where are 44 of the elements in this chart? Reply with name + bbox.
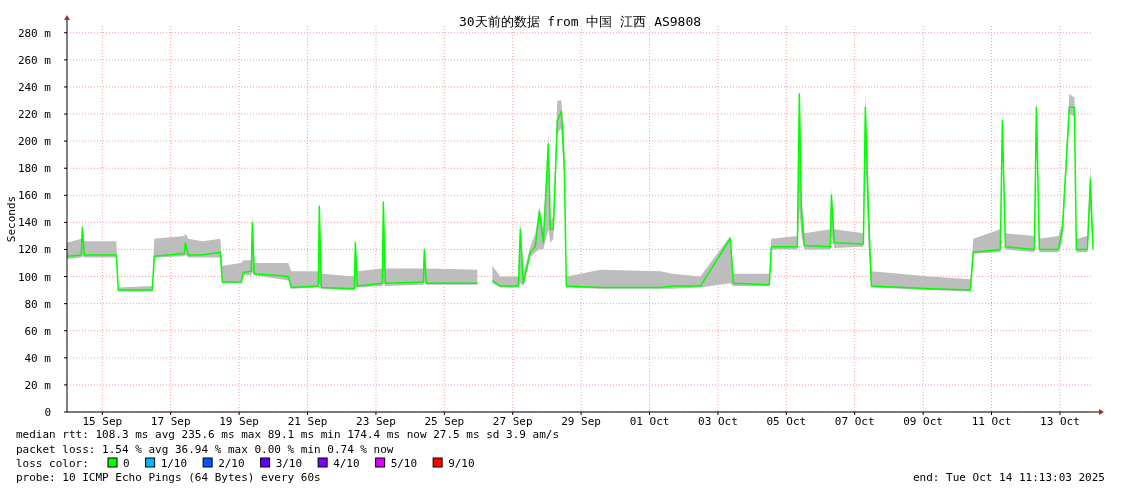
x-tick-label: 29 Sep bbox=[561, 415, 601, 428]
y-tick-label: 180 m bbox=[17, 162, 52, 176]
x-tick-label: 01 Oct bbox=[629, 415, 670, 428]
x-tick-label: 17 Sep bbox=[150, 415, 191, 428]
y-tick-label: 120 m bbox=[17, 243, 52, 257]
x-tick-label: 27 Sep bbox=[492, 415, 533, 428]
y-tick-label: 20 m bbox=[24, 378, 52, 392]
x-tick-label: 23 Sep bbox=[356, 415, 396, 428]
chart-title: 30天前的数据 from 中国 江西 AS9808 bbox=[458, 14, 702, 29]
y-tick-label: 0 bbox=[44, 406, 51, 419]
x-tick-label: 05 Oct bbox=[766, 415, 807, 428]
legend-label: 0 bbox=[123, 457, 130, 470]
legend-label: 4/10 bbox=[333, 457, 360, 470]
x-tick-label: 15 Sep bbox=[82, 415, 123, 428]
y-tick-label: 260 m bbox=[17, 53, 52, 67]
y-tick-label: 220 m bbox=[17, 108, 52, 122]
x-tick-label: 09 Oct bbox=[903, 415, 943, 428]
y-tick-label: 40 m bbox=[24, 351, 52, 365]
text: median rtt: 108.3 ms avg 235.6 ms max 89.1 ms min 174.4 ms now 27.5 ms sd 3.9 am/s bbox=[16, 428, 560, 441]
y-tick-label: 100 m bbox=[17, 270, 52, 284]
y-tick-label: 60 m bbox=[24, 324, 52, 338]
y-axis-title: Seconds bbox=[5, 195, 18, 243]
legend-label: 9/10 bbox=[448, 457, 475, 470]
legend-title: loss color: bbox=[16, 457, 89, 470]
x-tick-label: 03 Oct bbox=[698, 415, 738, 428]
legend-label: 2/10 bbox=[218, 457, 245, 470]
y-tick-label: 80 m bbox=[24, 297, 52, 311]
y-tick-label: 280 m bbox=[17, 26, 52, 40]
y-tick-label: 200 m bbox=[17, 135, 52, 149]
legend-label: 5/10 bbox=[390, 457, 418, 470]
x-tick-label: 07 Oct bbox=[834, 415, 875, 428]
x-tick-label: 21 Sep bbox=[287, 415, 328, 428]
x-tick-label: 19 Sep bbox=[219, 415, 259, 428]
legend-label: 1/10 bbox=[160, 457, 188, 470]
y-tick-label: 240 m bbox=[17, 80, 52, 94]
y-tick-label: 140 m bbox=[17, 216, 52, 230]
x-tick-label: 11 Oct bbox=[971, 415, 1012, 428]
legend-label: 3/10 bbox=[275, 457, 303, 470]
text: end: Tue Oct 14 11:13:03 2025 bbox=[912, 471, 1105, 484]
text: packet loss: 1.54 % avg 36.94 % max 0.00 % min 0.74 % now bbox=[16, 443, 394, 456]
x-tick-label: 25 Sep bbox=[424, 415, 465, 428]
y-tick-label: 160 m bbox=[17, 189, 52, 203]
text: probe: 10 ICMP Echo Pings (64 Bytes) every 60s bbox=[16, 471, 321, 484]
x-tick-label: 13 Oct bbox=[1040, 415, 1080, 428]
